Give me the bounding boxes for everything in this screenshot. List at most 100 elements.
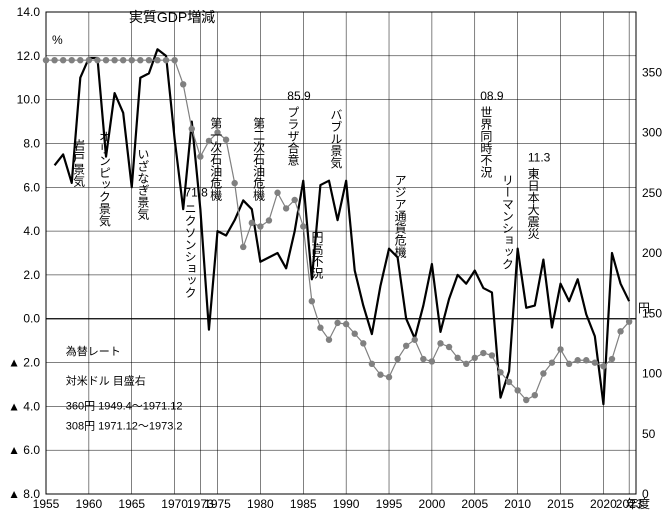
fx-marker [77, 57, 83, 63]
fx-marker [343, 321, 349, 327]
fx-marker [231, 180, 237, 186]
fx-marker [377, 372, 383, 378]
fx-marker [626, 318, 632, 324]
fx-marker [386, 374, 392, 380]
fx-marker [549, 359, 555, 365]
annotation-label: オリンピック景気 [97, 130, 111, 227]
annotation-label: 第二次石油危機 [252, 117, 266, 201]
chart-note: 308円 1971.12～1973.2 [66, 420, 183, 432]
annotation-label: 世界同時不況 [479, 106, 493, 178]
annotation-label: 第一次石油危機 [209, 117, 223, 201]
fx-marker [300, 223, 306, 229]
fx-marker [514, 387, 520, 393]
fx-marker [274, 190, 280, 196]
fx-marker [317, 325, 323, 331]
fx-marker [600, 363, 606, 369]
annotation-label: ニクソンショック [183, 202, 197, 298]
y-left-tick-label: 12.0 [17, 49, 41, 63]
x-tick-label: 1980 [247, 497, 274, 511]
fx-marker [129, 57, 135, 63]
annotation-num: 85.9 [287, 89, 311, 103]
fx-marker [463, 361, 469, 367]
y-left-tick-label: ▲ 2.0 [8, 356, 40, 370]
x-tick-label: 1985 [290, 497, 317, 511]
x-tick-label: 1960 [76, 497, 103, 511]
x-tick-label: 2015 [547, 497, 574, 511]
fx-marker [574, 357, 580, 363]
fx-marker [223, 137, 229, 143]
fx-marker [94, 57, 100, 63]
fx-marker [360, 340, 366, 346]
annotation-label: 岩戸景気 [72, 138, 86, 188]
fx-marker [369, 361, 375, 367]
fx-marker [557, 346, 563, 352]
annotation-label: アジア通貨危機 [393, 174, 407, 258]
fx-marker [412, 337, 418, 343]
chart-note: 為替レート [66, 344, 121, 358]
y-right-tick-label: 350 [642, 65, 662, 79]
fx-marker [249, 220, 255, 226]
x-tick-label: 2005 [461, 497, 488, 511]
fx-marker [291, 197, 297, 203]
annotation-num: 08.9 [480, 89, 504, 103]
annotation-label: 円高不況 [310, 231, 324, 279]
x-tick-label: 2010 [504, 497, 531, 511]
fx-marker [334, 320, 340, 326]
y-right-tick-label: 0 [642, 487, 649, 501]
fx-marker [257, 223, 263, 229]
x-tick-label: 1990 [333, 497, 360, 511]
fx-marker [532, 392, 538, 398]
fx-marker [446, 344, 452, 350]
annotation-num: 11.3 [528, 150, 551, 164]
fx-marker [197, 153, 203, 159]
fx-marker [103, 57, 109, 63]
y-left-tick-label: 0.0 [23, 312, 40, 326]
fx-marker [171, 57, 177, 63]
fx-marker [266, 217, 272, 223]
chart-note: 対米ドル 目盛右 [66, 373, 146, 387]
gdp-line [55, 49, 630, 404]
y-right-tick-label: 300 [642, 126, 662, 140]
x-tick-label: 2000 [419, 497, 446, 511]
fx-marker [189, 126, 195, 132]
fx-marker [617, 328, 623, 334]
x-tick-label: 1970 [161, 497, 188, 511]
annotation-label: いざなぎ景気 [136, 148, 150, 221]
annotation-label: リーマンショック [500, 174, 514, 270]
y-right-unit: 円 [638, 301, 650, 315]
fx-marker [540, 370, 546, 376]
y-left-tick-label: 2.0 [23, 268, 40, 282]
fx-marker [240, 244, 246, 250]
fx-marker [137, 57, 143, 63]
fx-marker [309, 298, 315, 304]
fx-marker [523, 397, 529, 403]
x-tick-label: 1995 [376, 497, 403, 511]
fx-marker [120, 57, 126, 63]
y-left-tick-label: ▲ 4.0 [8, 399, 40, 413]
fx-marker [180, 81, 186, 87]
fx-marker [111, 57, 117, 63]
fx-marker [394, 356, 400, 362]
fx-marker [506, 379, 512, 385]
x-tick-label: 2020 [590, 497, 617, 511]
y-left-tick-label: ▲ 8.0 [8, 487, 40, 501]
fx-marker [283, 205, 289, 211]
y-right-tick-label: 50 [642, 427, 656, 441]
fx-marker [489, 352, 495, 358]
y-left-tick-label: 14.0 [17, 5, 41, 19]
fx-marker [429, 358, 435, 364]
annotation-label: プラザ合意 [286, 106, 300, 166]
y-left-unit: % [52, 33, 63, 47]
fx-marker [609, 356, 615, 362]
fx-marker [86, 57, 92, 63]
y-left-tick-label: 6.0 [23, 180, 40, 194]
fx-marker [472, 355, 478, 361]
fx-marker [480, 350, 486, 356]
y-left-tick-label: 10.0 [17, 93, 41, 107]
y-right-tick-label: 100 [642, 367, 662, 381]
fx-marker [51, 57, 57, 63]
y-right-tick-label: 250 [642, 186, 662, 200]
chart-note: 360円 1949.4～1971.12 [66, 401, 183, 413]
annotation-num: 71.8 [184, 185, 208, 199]
fx-marker [43, 57, 49, 63]
